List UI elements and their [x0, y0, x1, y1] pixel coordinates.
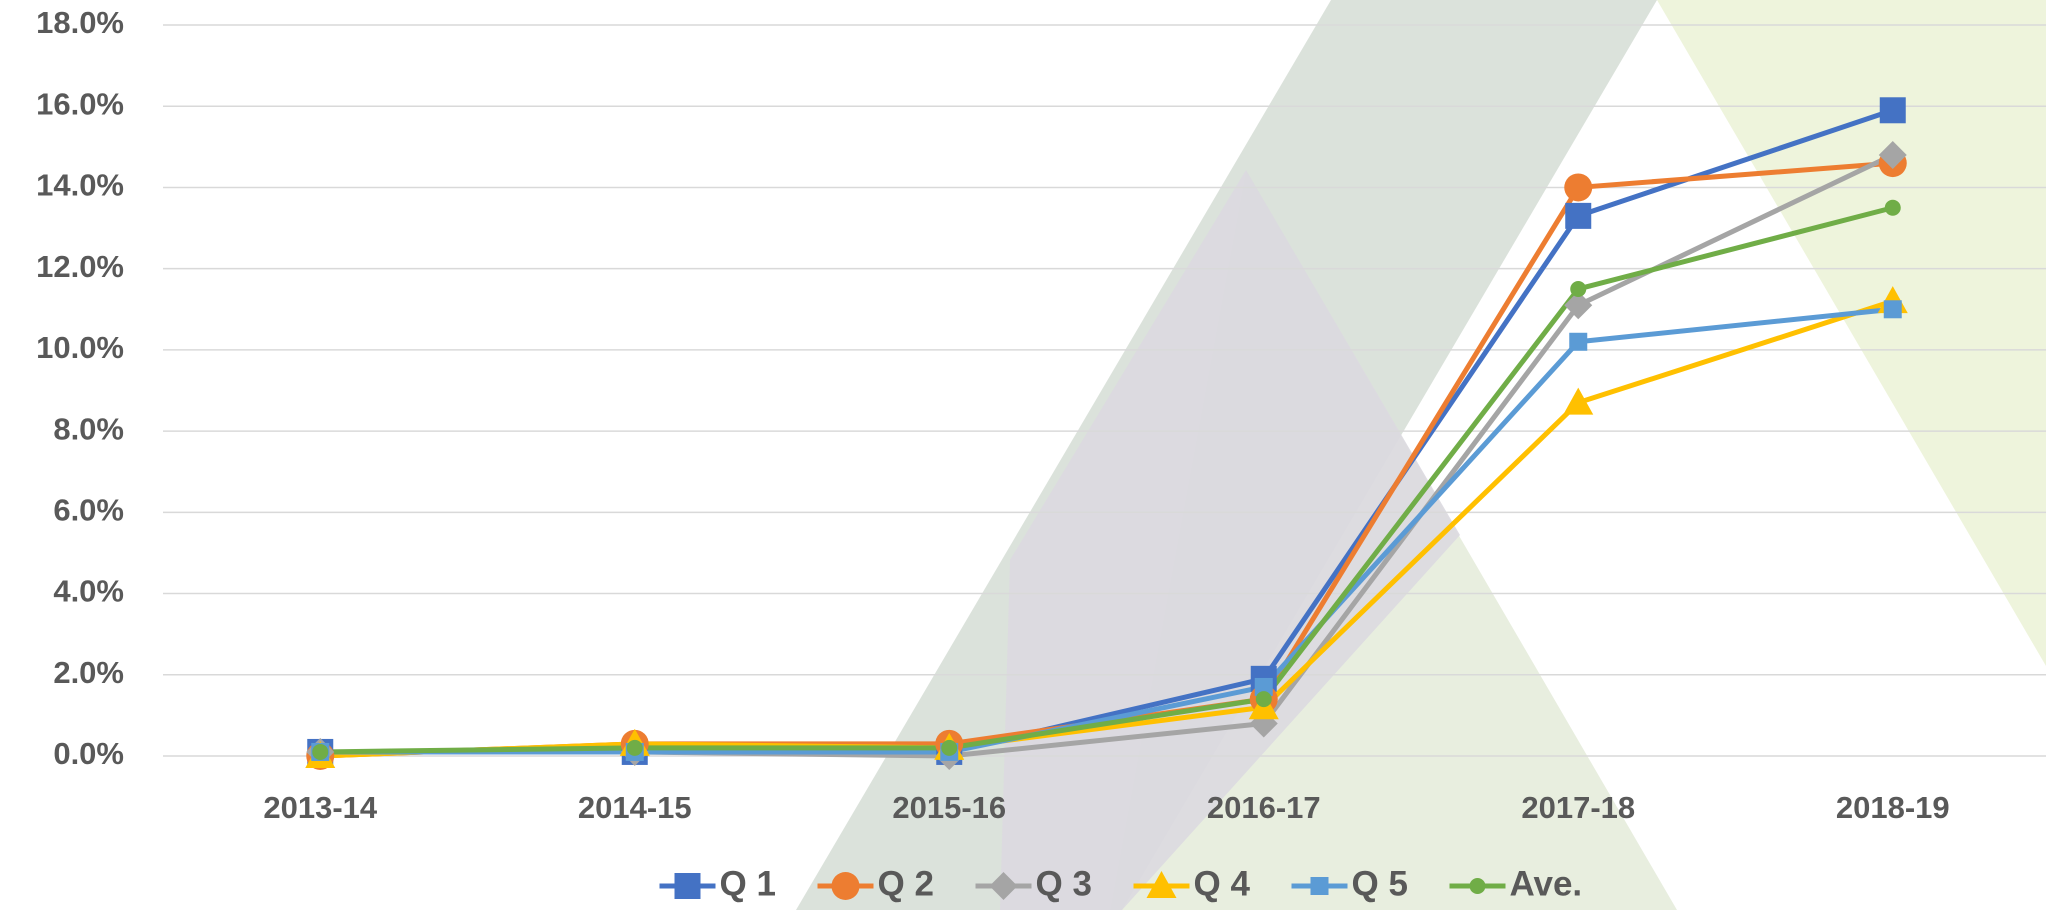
y-tick-label: 4.0% [53, 574, 124, 609]
x-tick-label: 2018-19 [1836, 790, 1950, 825]
y-tick-label: 12.0% [36, 249, 124, 284]
legend-label: Ave. [1510, 864, 1583, 903]
data-point [1564, 173, 1592, 201]
y-tick-label: 14.0% [36, 168, 124, 203]
data-point [312, 744, 328, 760]
legend-marker [1470, 878, 1486, 894]
x-tick-label: 2014-15 [578, 790, 692, 825]
legend-label: Q 1 [720, 864, 776, 903]
x-tick-label: 2017-18 [1521, 790, 1635, 825]
legend-label: Q 3 [1036, 864, 1092, 903]
y-tick-label: 10.0% [36, 330, 124, 365]
data-point [1570, 281, 1586, 297]
chart: 0.0% 2.0% 4.0% 6.0% 8.0% 10.0% 12.0% 14.0% 16.0%… [0, 0, 2046, 910]
data-point [1884, 300, 1902, 318]
y-tick-label: 6.0% [53, 493, 124, 528]
data-point [1565, 203, 1591, 229]
data-point [1885, 200, 1901, 216]
data-point [941, 740, 957, 756]
x-tick-label: 2016-17 [1207, 790, 1321, 825]
legend-item: Q 1 [660, 864, 776, 903]
legend-marker [675, 873, 701, 899]
data-point [627, 740, 643, 756]
legend-label: Q 4 [1194, 864, 1251, 903]
background-shapes [796, 0, 2046, 910]
x-tick-label: 2015-16 [892, 790, 1006, 825]
legend-marker [832, 872, 860, 900]
y-tick-label: 8.0% [53, 411, 124, 446]
y-tick-label: 16.0% [36, 86, 124, 121]
data-point [1569, 333, 1587, 351]
legend-label: Q 2 [878, 864, 934, 903]
legend-marker [1311, 877, 1329, 895]
data-point [1256, 691, 1272, 707]
bg-triangle [1657, 0, 2046, 666]
legend-label: Q 5 [1352, 864, 1408, 903]
y-tick-label: 18.0% [36, 5, 124, 40]
y-tick-label: 0.0% [53, 736, 124, 771]
y-tick-label: 2.0% [53, 655, 124, 690]
x-tick-label: 2013-14 [263, 790, 378, 825]
data-point [1880, 97, 1906, 123]
